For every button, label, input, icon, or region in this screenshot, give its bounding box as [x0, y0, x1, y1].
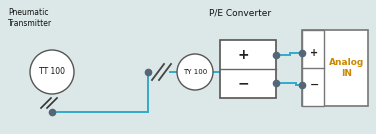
Text: −: − — [309, 80, 319, 90]
Circle shape — [177, 54, 213, 90]
FancyBboxPatch shape — [220, 40, 276, 98]
Text: −: − — [238, 76, 249, 90]
Text: +: + — [238, 48, 249, 62]
Text: P/E Converter: P/E Converter — [209, 8, 271, 17]
FancyBboxPatch shape — [302, 30, 368, 106]
Circle shape — [30, 50, 74, 94]
FancyBboxPatch shape — [302, 30, 324, 106]
Text: +: + — [310, 48, 318, 58]
Text: TT 100: TT 100 — [39, 68, 65, 77]
Text: TY 100: TY 100 — [183, 69, 207, 75]
Text: Pneumatic
Transmitter: Pneumatic Transmitter — [8, 8, 52, 28]
Text: Analog
IN: Analog IN — [329, 58, 364, 78]
